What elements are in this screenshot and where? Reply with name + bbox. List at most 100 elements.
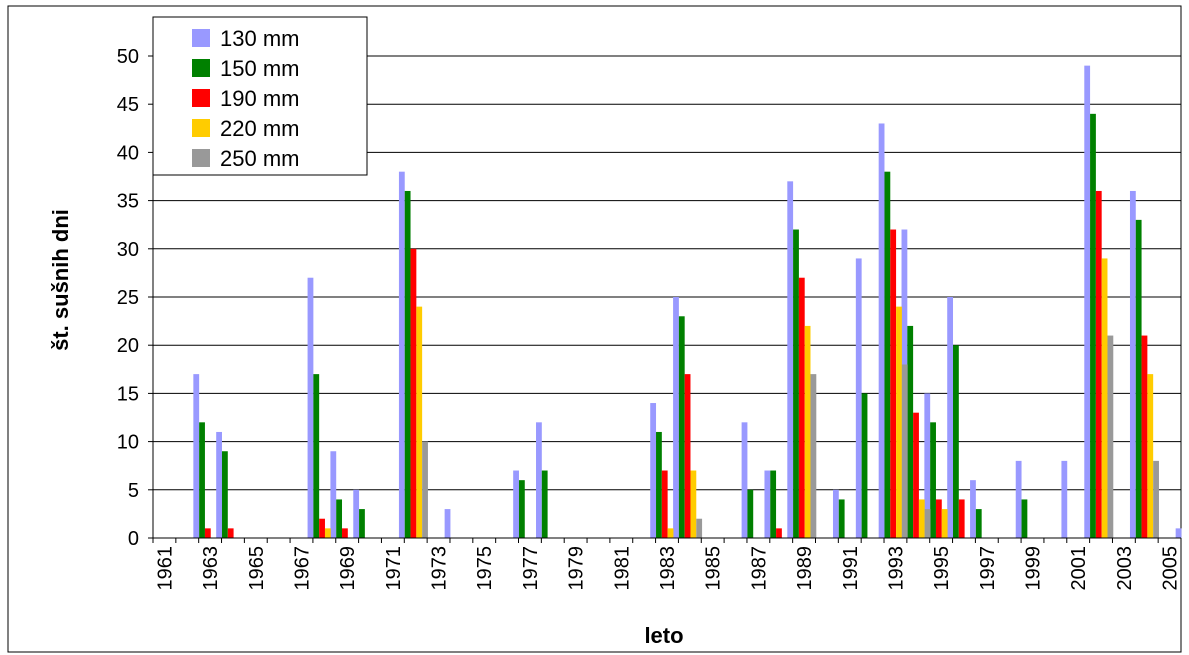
y-tick-label-2: 10 xyxy=(117,432,139,454)
x-tick-label-1975: 1975 xyxy=(474,546,496,591)
y-tick-label-1: 5 xyxy=(128,480,139,502)
bar-150mm-1977 xyxy=(541,470,548,538)
bar-130mm-1973 xyxy=(444,509,451,538)
bar-220mm-1983 xyxy=(690,470,697,538)
bar-190mm-1992 xyxy=(890,229,897,538)
bar-130mm-1963 xyxy=(216,431,222,538)
bar-220mm-2003 xyxy=(1147,374,1154,538)
legend-label-3: 220 mm xyxy=(220,116,299,141)
y-tick-label-8: 40 xyxy=(117,142,139,164)
x-tick-label-1977: 1977 xyxy=(520,546,542,591)
bar-190mm-1968 xyxy=(342,528,348,538)
y-tick-label-4: 20 xyxy=(117,335,139,357)
bar-150mm-2001 xyxy=(1090,113,1096,538)
bar-250mm-1993 xyxy=(924,509,931,538)
bar-220mm-1993 xyxy=(918,499,925,538)
x-tick-label-1967: 1967 xyxy=(291,546,313,591)
y-tick-label-5: 25 xyxy=(117,287,139,309)
bar-220mm-2001 xyxy=(1101,258,1108,538)
bar-130mm-1986 xyxy=(741,422,748,538)
bar-190mm-1971 xyxy=(410,248,417,539)
legend-label-0: 130 mm xyxy=(220,26,299,51)
x-tick-label-1997: 1997 xyxy=(977,546,999,591)
legend: 130 mm 150 mm 190 mm 220 mm 250 mm xyxy=(152,16,368,176)
x-tick-label-2001: 2001 xyxy=(1068,546,1090,591)
axes xyxy=(148,55,1182,543)
bar-150mm-1988 xyxy=(793,229,799,538)
bar-150mm-1995 xyxy=(953,345,959,538)
legend-label-2: 190 mm xyxy=(220,86,299,111)
bar-130mm-1996 xyxy=(970,480,976,538)
bar-130mm-1962 xyxy=(193,374,200,538)
bar-190mm-1963 xyxy=(227,528,234,538)
y-axis-title: št. sušnih dni xyxy=(48,209,73,351)
bar-130mm-1969 xyxy=(353,489,360,538)
x-tick-label-1993: 1993 xyxy=(885,546,907,591)
legend-swatch-4 xyxy=(192,149,210,167)
bar-190mm-1995 xyxy=(958,499,965,538)
y-tick-label-0: 0 xyxy=(128,528,139,550)
bar-150mm-2003 xyxy=(1135,219,1142,538)
bar-250mm-1988 xyxy=(810,374,817,538)
bar-130mm-2005 xyxy=(1175,528,1182,538)
x-tick-label-1969: 1969 xyxy=(337,546,359,591)
bar-190mm-2003 xyxy=(1141,335,1148,538)
bar-150mm-1968 xyxy=(336,499,343,538)
bar-190mm-1967 xyxy=(319,518,325,538)
bar-130mm-1982 xyxy=(650,403,657,538)
bar-130mm-1998 xyxy=(1015,460,1022,538)
legend-swatch-0 xyxy=(192,29,210,47)
bar-190mm-1982 xyxy=(661,470,668,538)
x-tick-label-1973: 1973 xyxy=(429,546,451,591)
x-tick-labels: 1961 1963 1965 1967 1969 1971 1973 1975 1977 1979… xyxy=(154,546,1181,591)
bar-220mm-1971 xyxy=(416,306,423,538)
x-tick-label-1983: 1983 xyxy=(657,546,679,591)
bar-150mm-1990 xyxy=(838,499,845,538)
x-tick-label-2005: 2005 xyxy=(1160,546,1182,591)
y-tick-label-10: 50 xyxy=(117,46,139,68)
bar-130mm-1971 xyxy=(398,171,405,538)
bar-220mm-1982 xyxy=(667,528,674,538)
bar-190mm-1994 xyxy=(935,499,942,538)
bar-250mm-1992 xyxy=(901,364,908,538)
bar-150mm-1987 xyxy=(770,470,777,538)
bar-150mm-1963 xyxy=(221,451,228,538)
x-tick-label-1991: 1991 xyxy=(840,546,862,591)
legend-box xyxy=(152,16,368,176)
bar-150mm-1998 xyxy=(1021,499,1028,538)
bar-190mm-1993 xyxy=(913,412,919,538)
bar-150mm-1996 xyxy=(975,509,982,538)
x-tick-label-1985: 1985 xyxy=(703,546,725,591)
bar-130mm-2003 xyxy=(1129,190,1136,538)
x-tick-label-1965: 1965 xyxy=(246,546,268,591)
legend-swatch-2 xyxy=(192,89,210,107)
bar-250mm-1983 xyxy=(696,518,703,538)
bar-220mm-1988 xyxy=(804,325,811,538)
bar-220mm-1992 xyxy=(896,306,902,538)
bar-150mm-1976 xyxy=(518,480,525,538)
y-tick-label-7: 35 xyxy=(117,191,139,213)
bar-190mm-1983 xyxy=(684,374,691,538)
y-tick-label-9: 45 xyxy=(117,94,139,116)
bar-130mm-1992 xyxy=(878,123,885,538)
x-tick-label-1995: 1995 xyxy=(931,546,953,591)
bar-130mm-1968 xyxy=(330,451,337,538)
bar-190mm-1962 xyxy=(204,528,211,538)
x-tick-label-1989: 1989 xyxy=(794,546,816,591)
x-axis-title: leto xyxy=(644,623,683,648)
x-tick-label-1971: 1971 xyxy=(383,546,405,591)
bar-150mm-1962 xyxy=(199,422,205,538)
bar-220mm-1994 xyxy=(941,509,948,538)
bar-150mm-1967 xyxy=(313,374,320,538)
bar-150mm-1982 xyxy=(656,431,662,538)
bar-130mm-1983 xyxy=(673,297,679,538)
bar-150mm-1983 xyxy=(678,316,685,538)
bar-130mm-1987 xyxy=(764,470,771,538)
x-tick-label-1961: 1961 xyxy=(154,546,176,591)
bar-130mm-1995 xyxy=(947,297,954,538)
bar-130mm-1994 xyxy=(924,393,931,538)
bar-190mm-1988 xyxy=(798,277,805,538)
x-tick-label-2003: 2003 xyxy=(1114,546,1136,591)
